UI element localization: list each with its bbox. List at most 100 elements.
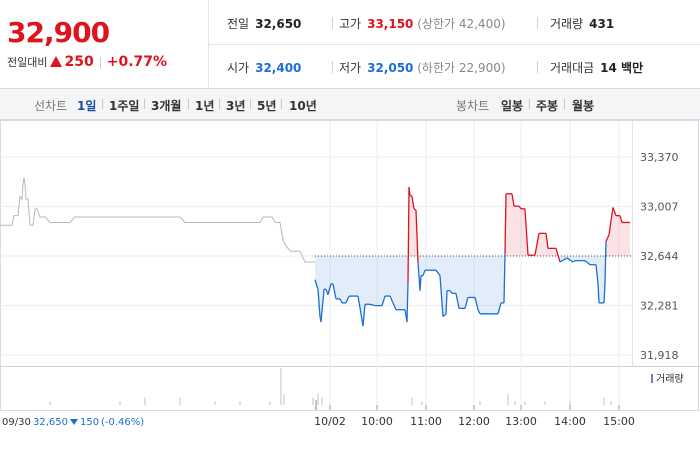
current-price: 32,900 xyxy=(7,16,110,49)
area-below-reference xyxy=(585,256,590,265)
low-cell: 저가 32,050 (하한가 22,900) xyxy=(339,59,506,76)
low-value: 32,050 xyxy=(367,61,414,75)
today-line-segment xyxy=(464,297,469,309)
area-below-reference xyxy=(346,256,349,303)
area-below-reference xyxy=(390,256,396,310)
upper-limit: (상한가 42,400) xyxy=(417,17,506,31)
area-above-reference xyxy=(622,222,630,256)
area-below-reference xyxy=(599,256,604,303)
divider xyxy=(250,99,251,109)
today-line-segment xyxy=(572,260,576,263)
today-line-segment xyxy=(619,215,623,223)
prev-close-value: 32,650 xyxy=(255,17,302,31)
divider xyxy=(102,99,103,109)
x-tick-label: 12:00 xyxy=(458,415,490,428)
area-above-reference xyxy=(506,193,512,256)
divider xyxy=(332,17,333,29)
candle-chart-label: 봉차트 xyxy=(456,99,490,113)
area-below-reference xyxy=(447,256,450,291)
x-tick-label: 10/02 xyxy=(314,415,346,428)
volume-legend-label: 거래량 xyxy=(656,373,684,385)
area-above-reference xyxy=(519,206,521,256)
tab-weekly-candle[interactable]: 주봉 xyxy=(536,99,559,113)
today-line-segment xyxy=(474,297,479,310)
low-label: 저가 xyxy=(339,61,362,75)
today-line-segment xyxy=(477,309,481,315)
today-line-segment xyxy=(559,257,568,263)
y-tick-label: 33,007 xyxy=(640,201,679,214)
area-above-reference xyxy=(512,193,514,256)
area-below-reference xyxy=(468,256,475,298)
today-line-segment xyxy=(406,282,409,323)
area-below-reference xyxy=(501,256,504,303)
today-line-segment xyxy=(604,241,607,283)
tab-1day[interactable]: 1일 xyxy=(77,99,97,113)
today-line-segment xyxy=(381,295,386,306)
today-line-segment xyxy=(413,208,417,211)
today-line-segment xyxy=(605,234,610,242)
area-below-reference xyxy=(361,256,363,327)
area-below-reference xyxy=(342,256,346,303)
today-line-segment xyxy=(524,208,529,256)
area-below-reference xyxy=(478,256,480,314)
divider xyxy=(144,99,145,109)
today-line-segment xyxy=(320,289,325,323)
area-above-reference xyxy=(414,208,416,256)
chart-frame xyxy=(0,120,699,411)
today-line-segment xyxy=(327,283,332,295)
area-above-reference xyxy=(539,233,546,256)
tab-5years[interactable]: 5년 xyxy=(257,99,277,113)
area-below-reference xyxy=(480,256,498,314)
area-below-reference xyxy=(326,256,328,295)
stats-grid: 전일 32,650 고가 33,150 (상한가 42,400) 거래량 431 시가… xyxy=(209,0,700,88)
today-line-segment xyxy=(417,261,421,291)
volume-cell: 거래량 431 xyxy=(550,15,614,32)
lower-limit: (하한가 22,900) xyxy=(417,61,506,75)
change-row: 전일대비 250 +0.77% xyxy=(7,54,167,70)
up-triangle-icon xyxy=(50,56,63,67)
change-value: 250 xyxy=(64,54,94,70)
area-below-reference xyxy=(590,256,596,265)
area-above-reference xyxy=(412,196,414,256)
today-line-segment xyxy=(357,295,362,314)
tab-1year[interactable]: 1년 xyxy=(195,99,215,113)
tab-daily-candle[interactable]: 일봉 xyxy=(501,99,524,113)
chart-period-tabs: 선차트 1일 1주일 3개월 1년 3년 5년 10년 봉차트 일봉 주봉 월봉 xyxy=(0,89,700,120)
today-line-segment xyxy=(511,193,515,207)
tab-3months[interactable]: 3개월 xyxy=(151,99,182,113)
divider xyxy=(537,61,538,73)
prev-day-date: 09/30 xyxy=(2,417,31,428)
volume-legend-swatch xyxy=(651,374,653,383)
tab-monthly-candle[interactable]: 월봉 xyxy=(572,99,595,113)
y-tick-label: 32,644 xyxy=(640,250,679,263)
divider xyxy=(99,56,101,69)
area-below-reference xyxy=(425,256,436,271)
tab-1week[interactable]: 1주일 xyxy=(109,99,140,113)
area-above-reference xyxy=(521,208,525,256)
area-below-reference xyxy=(370,256,375,306)
area-below-reference xyxy=(465,256,468,309)
today-line-segment xyxy=(497,302,502,314)
divider xyxy=(332,61,333,73)
y-tick-label: 33,370 xyxy=(640,151,679,164)
area-below-reference xyxy=(336,256,340,299)
today-line-segment xyxy=(411,196,415,209)
area-below-reference xyxy=(498,256,501,314)
area-below-reference xyxy=(459,256,465,309)
area-below-reference xyxy=(452,256,456,294)
area-below-reference xyxy=(396,256,405,310)
tab-3years[interactable]: 3년 xyxy=(226,99,246,113)
amount-value: 14 백만 xyxy=(600,61,644,75)
line-chart-label: 선차트 xyxy=(34,99,68,113)
area-above-reference xyxy=(616,215,620,256)
today-line-segment xyxy=(362,304,366,327)
today-line-segment xyxy=(435,269,441,277)
today-line-segment xyxy=(317,289,321,317)
area-below-reference xyxy=(375,256,382,306)
today-line-segment xyxy=(445,290,448,314)
tab-10years[interactable]: 10년 xyxy=(289,99,317,113)
divider xyxy=(537,17,538,29)
prev-close-cell: 전일 32,650 xyxy=(227,15,301,32)
open-label: 시가 xyxy=(227,61,250,75)
